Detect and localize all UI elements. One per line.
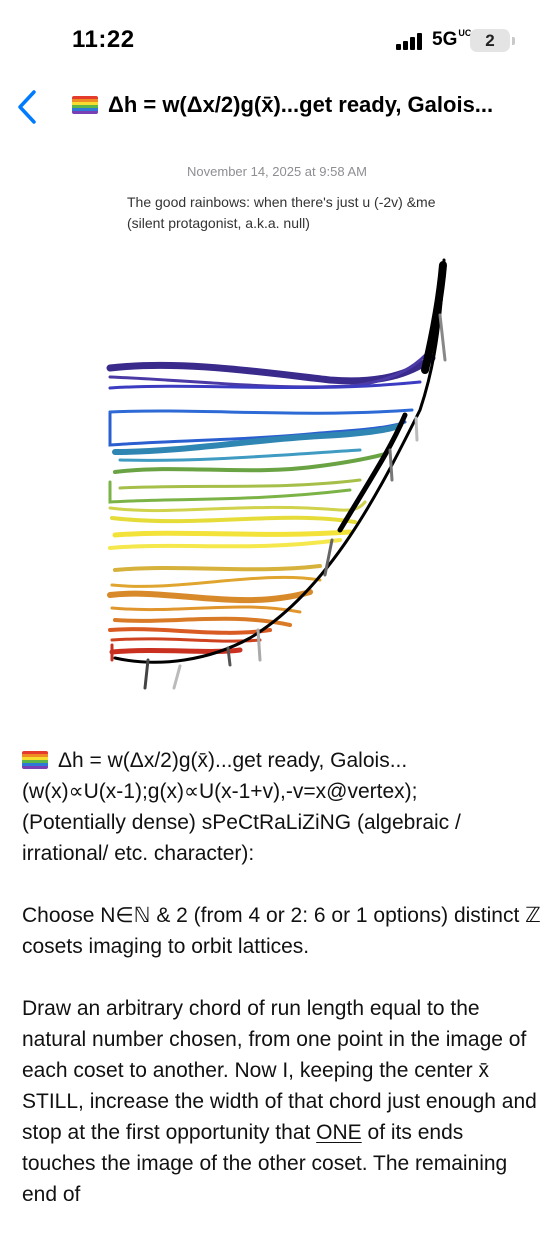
chevron-left-icon xyxy=(18,90,36,124)
note-paragraph-2: Choose N∈ℕ & 2 (from 4 or 2: 6 or 1 opti… xyxy=(22,904,541,958)
note-underlined-word: ONE xyxy=(316,1121,362,1144)
network-label: 5G xyxy=(432,29,458,50)
note-line-1: (w(x)∝U(x-1);g(x)∝U(x-1+v),-v=x@vertex); xyxy=(22,780,418,803)
battery-level: 2 xyxy=(485,31,495,50)
rainbow-flag-icon xyxy=(22,751,48,769)
nav-bar: Δh = w(Δx/2)g(x̄)...get ready, Galois... xyxy=(0,82,554,132)
network-sup: UC xyxy=(458,28,472,38)
note-paragraph-3: Draw an arbitrary chord of run length eq… xyxy=(22,993,542,1210)
back-button[interactable] xyxy=(8,84,48,128)
battery-icon: 2 xyxy=(470,29,510,52)
nav-title: Δh = w(Δx/2)g(x̄)...get ready, Galois... xyxy=(72,92,542,118)
rainbow-flag-icon xyxy=(72,96,98,114)
nav-title-text: Δh = w(Δx/2)g(x̄)...get ready, Galois... xyxy=(108,92,494,117)
note-heading: Δh = w(Δx/2)g(x̄)...get ready, Galois... xyxy=(58,749,408,772)
drawing-caption: The good rainbows: when there's just u (… xyxy=(127,194,436,231)
rainbow-sketch[interactable] xyxy=(0,240,554,700)
note-line-2: (Potentially dense) sPeCtRaLiZiNG (algeb… xyxy=(22,811,461,865)
note-timestamp: November 14, 2025 at 9:58 AM xyxy=(187,164,367,179)
status-time: 11:22 xyxy=(72,26,135,53)
network-indicator: 5GUC xyxy=(432,28,472,51)
note-paragraph-3-before: Draw an arbitrary chord of run length eq… xyxy=(22,997,537,1144)
cellular-signal-icon xyxy=(396,32,426,50)
status-bar: 11:22 5GUC 2 xyxy=(0,0,554,80)
battery-nub xyxy=(512,37,515,45)
note-body[interactable]: Δh = w(Δx/2)g(x̄)...get ready, Galois...… xyxy=(22,745,542,1241)
